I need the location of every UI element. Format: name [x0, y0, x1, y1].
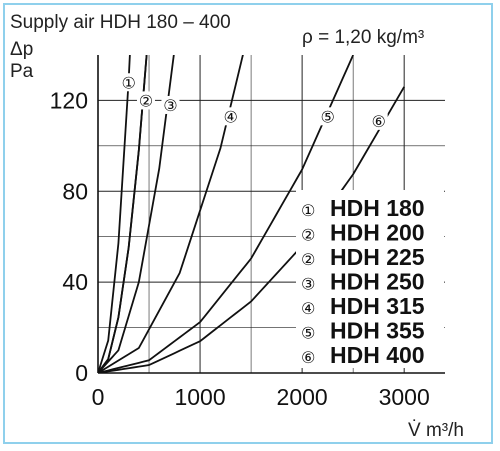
y-axis-symbol: Δp — [10, 39, 33, 60]
legend-label-3: HDH 250 — [330, 269, 425, 295]
x-tick-label-2: 2000 — [277, 384, 328, 410]
legend-background — [296, 190, 444, 368]
y-axis-unit: Pa — [10, 61, 34, 82]
x-tick-label-3: 3000 — [379, 384, 430, 410]
curve-marker-5: ⑥ — [371, 114, 385, 131]
legend: ① HDH 180 ② HDH 200 ② HDH 225 ③ HDH 250 ④ HDH 315… — [296, 190, 444, 368]
curve-marker-4: ⑤ — [320, 109, 334, 126]
series-line-hdh-180 — [98, 55, 131, 373]
y-tick-label-1: 40 — [62, 269, 88, 295]
curve-marker-bg-2 — [161, 95, 180, 114]
curve-marker-0: ① — [121, 75, 135, 92]
x-axis-label: V̇ m³/h — [408, 420, 464, 441]
legend-marker-5: ⑤ — [301, 326, 315, 343]
y-tick-label-3: 120 — [50, 87, 88, 113]
y-tick-label-0: 0 — [75, 360, 88, 386]
curve-marker-bg-5 — [369, 111, 388, 130]
legend-marker-2: ② — [301, 252, 315, 269]
legend-label-0: HDH 180 — [330, 195, 425, 221]
series-line-hdh-400 — [98, 86, 405, 373]
series-line-hdh-250 — [98, 55, 175, 373]
legend-label-5: HDH 355 — [330, 318, 425, 344]
chart-title: Supply air HDH 180 – 400 — [10, 12, 231, 33]
y-tick-label-2: 80 — [62, 178, 88, 204]
curves — [98, 55, 405, 373]
curve-marker-1: ② — [139, 93, 153, 110]
legend-marker-4: ④ — [301, 301, 315, 318]
curve-marker-bg-1 — [136, 91, 155, 110]
series-line-hdh-355 — [98, 55, 354, 373]
curve-marker-2: ③ — [163, 98, 177, 115]
legend-label-6: HDH 400 — [330, 342, 425, 368]
curve-marker-bg-4 — [318, 107, 337, 126]
legend-marker-3: ③ — [301, 277, 315, 294]
x-tick-label-1: 1000 — [174, 384, 225, 410]
legend-label-1: HDH 200 — [330, 220, 425, 246]
legend-marker-0: ① — [301, 203, 315, 220]
legend-marker-6: ⑥ — [301, 350, 315, 367]
legend-marker-1: ② — [301, 228, 315, 245]
series-line-hdh-225 — [98, 55, 148, 373]
curve-marker-3: ④ — [224, 109, 238, 126]
curve-marker-bg-3 — [221, 107, 240, 126]
curve-markers: ①② ③ ④ ⑤ ⑥ — [119, 73, 388, 131]
tick-labels: 0 1000 2000 3000 0 40 80 120 — [50, 87, 430, 410]
series-line-hdh-315 — [98, 55, 244, 373]
density-note: ρ = 1,20 kg/m³ — [302, 27, 424, 48]
legend-label-2: HDH 225 — [330, 244, 425, 270]
legend-label-4: HDH 315 — [330, 293, 425, 319]
x-tick-label-0: 0 — [92, 384, 105, 410]
curve-marker-bg-0 — [119, 73, 138, 92]
